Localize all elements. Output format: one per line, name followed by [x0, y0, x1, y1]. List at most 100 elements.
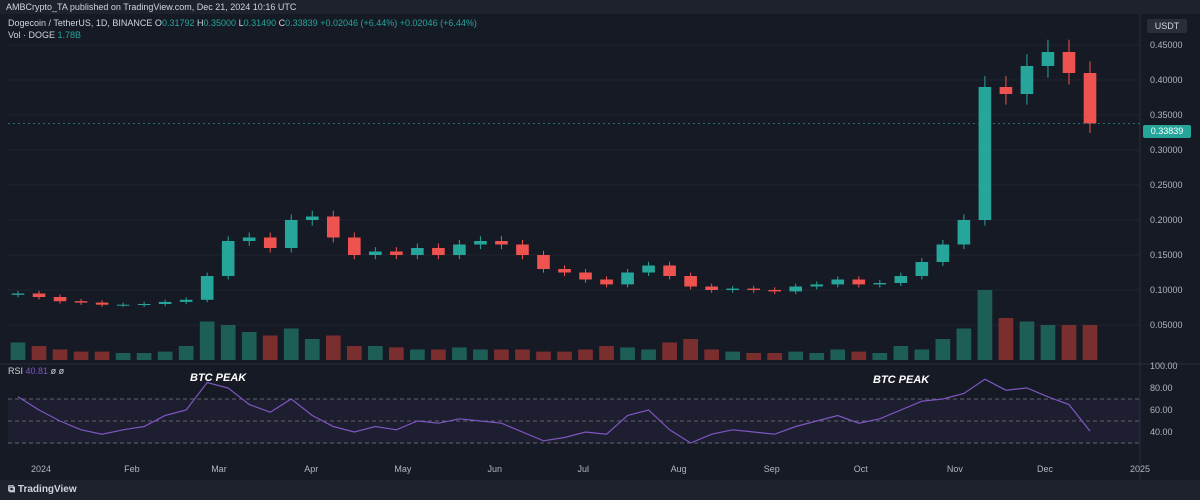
x-tick-label: Nov [947, 464, 964, 474]
volume-bar [767, 353, 783, 360]
close-value: 0.33839 [285, 18, 318, 28]
candle-body [137, 304, 151, 305]
x-tick-label: Dec [1037, 464, 1054, 474]
candle-body [705, 286, 718, 290]
candle-body [369, 251, 382, 255]
price-tick-label: 0.15000 [1150, 250, 1183, 260]
volume-bar [94, 351, 110, 360]
candle-body [179, 299, 193, 302]
candle-body [663, 265, 676, 276]
price-tick-label: 0.35000 [1150, 110, 1183, 120]
volume-label[interactable]: Vol · DOGE [8, 30, 56, 40]
volume-bar [725, 351, 741, 360]
price-chart[interactable]: 0.05000 0.10000 0.15000 0.20000 0.25000 0.300… [0, 14, 1200, 480]
x-tick-label: Feb [124, 464, 140, 474]
rsi-label[interactable]: RSI [8, 366, 24, 376]
x-tick-label: Sep [764, 464, 780, 474]
volume-bar [136, 353, 152, 360]
volume-bar [1061, 325, 1077, 360]
candle-body [263, 237, 277, 248]
volume-bar [73, 351, 89, 360]
volume-bar [157, 351, 173, 360]
candle-body [11, 293, 25, 295]
candle-body [642, 265, 655, 273]
price-tick-label: 0.05000 [1150, 320, 1183, 330]
volume-bar [410, 349, 425, 360]
volume-bar [893, 346, 909, 360]
x-tick-label: Jul [578, 464, 590, 474]
volume-bar [325, 335, 341, 360]
tradingview-logo[interactable]: ⧉ TradingView [8, 484, 77, 495]
symbol-legend: Dogecoin / TetherUS, 1D, BINANCE O0.3179… [8, 18, 477, 28]
volume-bar [914, 349, 930, 360]
candle-body [432, 248, 445, 255]
candle-body [600, 279, 613, 285]
candle-body [999, 87, 1013, 94]
rsi-value: 40.81 [25, 366, 49, 376]
currency-button[interactable]: USDT [1147, 19, 1187, 33]
volume-bar [599, 346, 614, 360]
candle-body [957, 220, 971, 245]
volume-bar [220, 325, 236, 360]
volume-bar [683, 339, 698, 360]
btc-peak-annotation-1: BTC PEAK [190, 372, 247, 384]
volume-bar [746, 353, 762, 360]
volume-bar [809, 353, 825, 360]
volume-bar [178, 346, 194, 360]
candle-body [1020, 66, 1034, 94]
volume-bar [10, 342, 26, 360]
rsi-tick-label: 80.00 [1150, 383, 1173, 393]
candle-body [516, 244, 529, 255]
candle-body [810, 284, 824, 287]
candle-body [1083, 73, 1097, 124]
candle-body [768, 290, 782, 292]
price-tick-label: 0.20000 [1150, 215, 1183, 225]
volume-bar [494, 349, 509, 360]
volume-legend: Vol · DOGE 1.78B [8, 30, 81, 40]
candle-body [411, 248, 424, 255]
volume-bar [1082, 325, 1098, 360]
btc-peak-annotation-2: BTC PEAK [873, 374, 930, 386]
volume-bar [31, 346, 47, 360]
rsi-extra: ø ø [50, 366, 65, 376]
volume-bar [977, 290, 993, 360]
price-tick-label: 0.10000 [1150, 285, 1183, 295]
published-text: AMBCrypto_TA published on TradingView.co… [6, 2, 297, 12]
candle-body [158, 301, 172, 304]
footer-bar: ⧉ TradingView [0, 480, 1200, 500]
volume-bar [1040, 325, 1056, 360]
volume-bar [557, 351, 572, 360]
candle-body [1062, 52, 1076, 73]
candle-body [726, 288, 739, 290]
candle-body [789, 286, 803, 292]
candle-body [95, 302, 109, 305]
high-label: H [197, 18, 204, 28]
candle-body [936, 244, 950, 262]
volume-bar [935, 339, 951, 360]
candle-body [390, 251, 403, 255]
volume-bar [473, 349, 488, 360]
volume-bar [52, 349, 68, 360]
candle-body [305, 216, 319, 220]
volume-bar [241, 332, 257, 360]
open-label: O [154, 18, 162, 28]
candle-body [684, 276, 697, 287]
symbol-name[interactable]: Dogecoin / TetherUS, 1D, BINANCE [8, 18, 153, 28]
candle-body [242, 237, 256, 241]
volume-value: 1.78B [57, 30, 82, 40]
low-value: 0.31490 [243, 18, 277, 28]
rsi-legend: RSI 40.81 ø ø [8, 366, 64, 376]
volume-bar [283, 328, 299, 360]
volume-bar [367, 346, 383, 360]
candle-body [74, 301, 88, 303]
high-value: 0.35000 [203, 18, 237, 28]
candle-body [831, 279, 845, 285]
volume-bar [431, 349, 446, 360]
candle-body [495, 241, 508, 245]
candle-body [558, 269, 571, 273]
price-tick-label: 0.25000 [1150, 180, 1183, 190]
candle-body [579, 272, 592, 280]
volume-bar [620, 347, 635, 360]
published-bar: AMBCrypto_TA published on TradingView.co… [0, 0, 1200, 14]
x-tick-label: Oct [854, 464, 869, 474]
